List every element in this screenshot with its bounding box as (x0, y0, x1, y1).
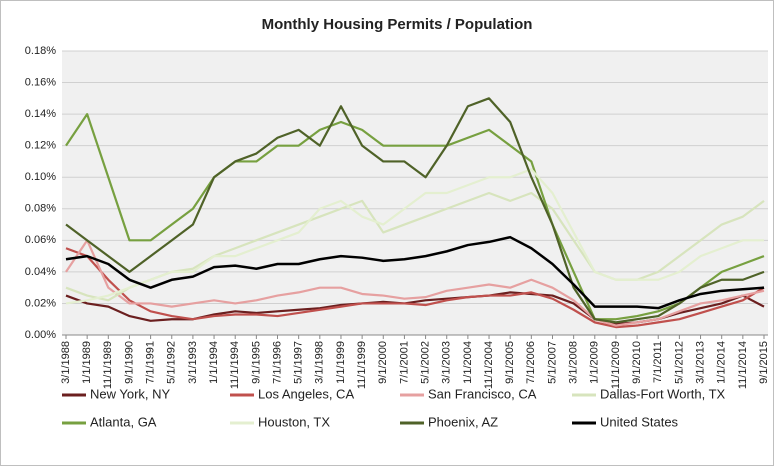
legend-label: San Francisco, CA (428, 386, 537, 401)
series-line (65, 247, 765, 329)
x-tick-label: 1/1/1989 (81, 341, 93, 384)
x-tick-label: 9/1/2000 (377, 341, 389, 384)
legend-label: Dallas-Fort Worth, TX (600, 386, 726, 401)
legend-label: Los Angeles, CA (258, 386, 354, 401)
y-tick-label: 0.10% (25, 171, 56, 183)
x-tick-label: 3/1/1998 (314, 341, 326, 384)
x-tick-label: 1/1/2014 (716, 341, 728, 384)
y-tick-label: 0.00% (25, 329, 56, 341)
x-tick-label: 3/1/2013 (694, 341, 706, 384)
y-tick-label: 0.16% (25, 76, 56, 88)
x-tick-label: 9/1/1995 (250, 341, 262, 384)
series-line (65, 239, 765, 327)
x-tick-label: 5/1/2007 (546, 341, 558, 384)
x-tick-label: 7/1/2001 (398, 341, 410, 384)
x-tick-label: 5/1/2002 (419, 341, 431, 384)
x-tick-label: 7/1/2011 (652, 341, 664, 383)
y-tick-label: 0.12% (25, 140, 56, 152)
legend-label: United States (600, 414, 679, 429)
x-tick-label: 5/1/1997 (293, 341, 305, 384)
y-tick-label: 0.18% (25, 45, 56, 57)
x-tick-label: 7/1/1996 (271, 341, 283, 384)
chart-title: Monthly Housing Permits / Population (262, 16, 533, 33)
y-tick-label: 0.04% (25, 266, 56, 278)
x-tick-label: 11/1/2014 (737, 341, 749, 389)
series-line (65, 191, 765, 302)
x-tick-label: 1/1/1994 (208, 341, 220, 384)
series-line (65, 113, 765, 321)
x-tick-label: 9/1/1990 (123, 341, 135, 384)
legend-label: Phoenix, AZ (428, 414, 498, 429)
y-tick-label: 0.08% (25, 203, 56, 215)
x-tick-label: 5/1/1992 (166, 341, 178, 384)
x-tick-label: 7/1/1991 (145, 341, 157, 384)
x-tick-label: 3/1/2003 (441, 341, 453, 384)
x-tick-label: 3/1/2008 (568, 341, 580, 384)
x-tick-label: 9/1/2015 (758, 341, 770, 384)
series-line (65, 235, 765, 310)
y-tick-label: 0.14% (25, 108, 56, 120)
x-tick-label: 1/1/2009 (589, 341, 601, 384)
x-tick-label: 1/1/2004 (462, 341, 474, 384)
x-tick-label: 9/1/2005 (504, 341, 516, 384)
y-tick-label: 0.02% (25, 297, 56, 309)
x-tick-label: 3/1/1988 (60, 341, 72, 384)
legend-label: Houston, TX (258, 414, 330, 429)
series-line (65, 97, 765, 324)
x-tick-label: 9/1/2010 (631, 341, 643, 384)
plot-area (62, 51, 768, 335)
x-tick-label: 11/1/1989 (102, 341, 114, 389)
x-tick-label: 1/1/1999 (335, 341, 347, 384)
x-tick-label: 11/1/1999 (356, 341, 368, 389)
legend-label: New York, NY (90, 386, 171, 401)
x-tick-label: 5/1/2012 (673, 341, 685, 384)
y-tick-label: 0.06% (25, 234, 56, 246)
x-tick-label: 3/1/1993 (187, 341, 199, 384)
x-tick-label: 11/1/2004 (483, 341, 495, 389)
x-tick-label: 11/1/1994 (229, 341, 241, 389)
legend-label: Atlanta, GA (90, 414, 157, 429)
series-line (65, 168, 764, 305)
x-tick-label: 11/1/2009 (610, 341, 622, 389)
x-tick-label: 7/1/2006 (525, 341, 537, 384)
